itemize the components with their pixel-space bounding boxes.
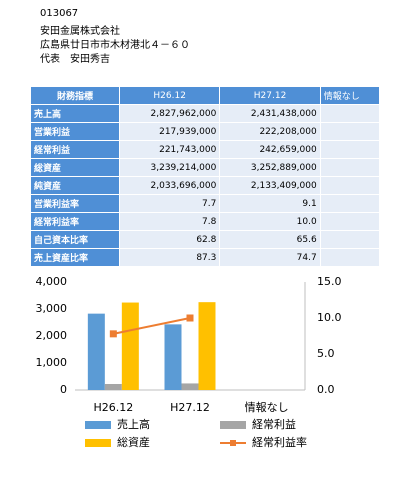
x-tick-label: H26.12 [93,401,133,414]
table-cell: 221,743,000 [118,140,221,159]
legend-label: 経常利益率 [252,435,307,449]
table-cell: 経常利益 [30,140,120,159]
financial-table: 財務指標 H26.12 H27.12 情報なし 売上高 2,827,962,000 2,43… [30,86,381,267]
table-row: 自己資本比率 62.8 65.6 [30,230,381,249]
y-tick-label: 0 [60,383,67,396]
y-tick-label: 4,000 [36,275,68,288]
y2-tick-label: 10.0 [317,311,342,324]
x-tick-label: 情報なし [245,401,289,414]
table-cell: H27.12 [219,86,321,105]
bar [104,384,122,390]
bar [181,383,199,390]
table-cell: 経常利益率 [30,212,120,231]
table-cell: 2,133,409,000 [219,176,321,195]
table-cell: 62.8 [118,230,221,249]
table-cell: 純資産 [30,176,120,195]
table-cell: 営業利益 [30,122,120,141]
table-cell: 2,431,438,000 [219,104,321,123]
table-cell [319,140,381,159]
legend-label: 売上高 [117,417,150,431]
table-cell: 財務指標 [30,86,120,105]
legend-label: 総資産 [117,435,150,449]
legend-swatch [230,440,236,446]
table-cell [319,230,381,249]
table-cell [319,212,381,231]
x-tick-label: H27.12 [170,401,210,414]
table-cell [319,248,381,267]
y2-tick-label: 15.0 [317,275,342,288]
table-cell: 7.8 [118,212,221,231]
y-tick-label: 1,000 [36,356,68,369]
table-row: 営業利益 217,939,000 222,208,000 [30,122,381,141]
table-cell: 74.7 [219,248,321,267]
table-row: 経常利益率 7.8 10.0 [30,212,381,231]
legend-swatch [85,421,111,429]
table-cell: 営業利益率 [30,194,120,213]
table-cell [319,122,381,141]
y2-tick-label: 0.0 [317,383,335,396]
table-cell: 65.6 [219,230,321,249]
table-cell: 7.7 [118,194,221,213]
table-cell [319,176,381,195]
table-row: 純資産 2,033,696,000 2,133,409,000 [30,176,381,195]
table-row: 総資産 3,239,214,000 3,252,889,000 [30,158,381,177]
line-marker [186,314,194,322]
table-cell [319,158,381,177]
line-series [113,317,191,335]
table-cell: 3,239,214,000 [118,158,221,177]
address: 広島県廿日市市木材港北４－６０ [40,40,190,51]
table-cell: 217,939,000 [118,122,221,141]
table-row: 経常利益 221,743,000 242,659,000 [30,140,381,159]
table-cell: H26.12 [118,86,221,105]
bar [164,324,182,390]
representative: 代表 安田秀吉 [40,54,110,65]
table-cell: 3,252,889,000 [219,158,321,177]
table-cell: 自己資本比率 [30,230,120,249]
table-cell [319,104,381,123]
table-row: 財務指標 H26.12 H27.12 情報なし [30,86,381,105]
table-cell: 2,033,696,000 [118,176,221,195]
bar [87,313,105,390]
table-cell: 222,208,000 [219,122,321,141]
y-tick-label: 3,000 [36,302,68,315]
y-tick-label: 2,000 [36,329,68,342]
legend-swatch [85,439,111,447]
table-cell: 売上資産比率 [30,248,120,267]
table-row: 売上資産比率 87.3 74.7 [30,248,381,267]
table-cell: 242,659,000 [219,140,321,159]
bar [121,302,139,390]
bar [198,302,216,390]
table-cell [319,194,381,213]
legend-swatch [220,421,246,429]
code: 013067 [40,8,79,19]
table-cell: 売上高 [30,104,120,123]
legend-label: 経常利益 [252,417,296,431]
table-cell: 87.3 [118,248,221,267]
line-marker [109,330,117,338]
y2-tick-label: 5.0 [317,347,335,360]
company: 安田金属株式会社 [40,26,120,37]
table-row: 営業利益率 7.7 9.1 [30,194,381,213]
table-cell: 総資産 [30,158,120,177]
table-cell: 10.0 [219,212,321,231]
table-cell: 情報なし [319,86,381,105]
table-cell: 9.1 [219,194,321,213]
table-row: 売上高 2,827,962,000 2,431,438,000 [30,104,381,123]
chart: 0 1,000 2,000 3,000 4,000 0.0 5.0 10.0 15.0 H26.1… [36,275,342,449]
table-cell: 2,827,962,000 [118,104,221,123]
